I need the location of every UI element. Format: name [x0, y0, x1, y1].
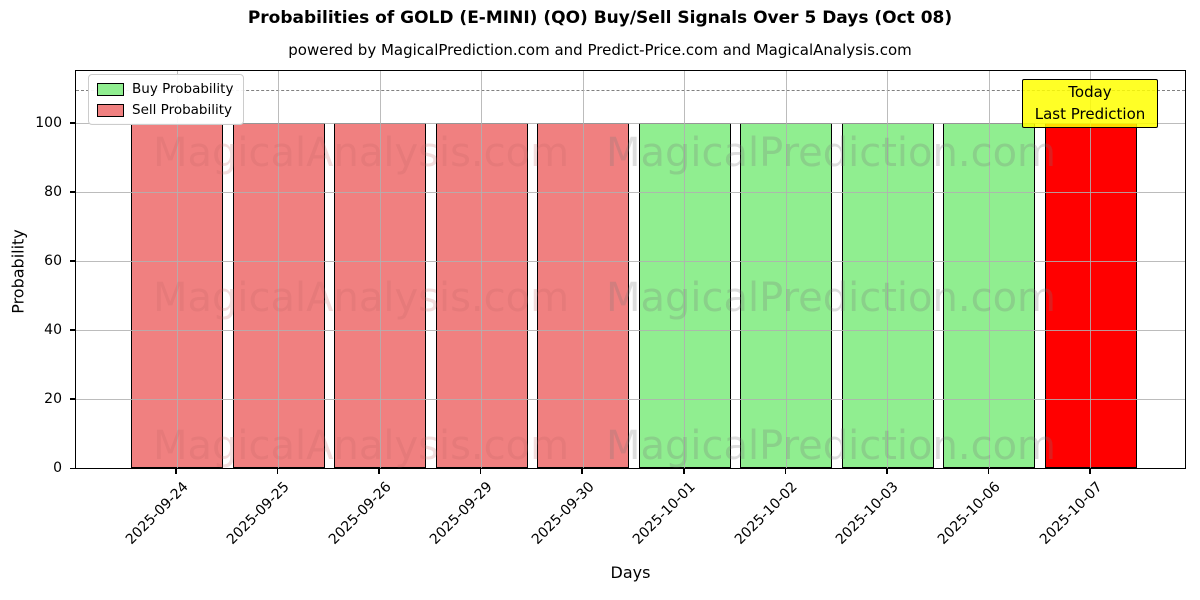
x-tick-mark	[987, 469, 990, 474]
legend-swatch	[97, 82, 124, 96]
x-gridline	[887, 71, 889, 468]
x-tick-label: 2025-10-06	[934, 479, 1004, 548]
y-gridline	[76, 192, 1185, 194]
y-tick-mark	[70, 260, 75, 262]
x-tick-label: 2025-09-29	[427, 479, 496, 548]
y-tick-mark	[70, 467, 75, 469]
y-gridline	[76, 330, 1185, 332]
x-tick-mark	[886, 469, 888, 474]
legend: Buy Probability Sell Probability	[88, 74, 245, 125]
y-tick-label: 100	[35, 114, 62, 131]
x-gridline	[1090, 71, 1092, 468]
annotation-line2: Last Prediction	[1034, 104, 1146, 123]
y-tick-label: 0	[53, 460, 62, 476]
legend-label: Buy Probability	[132, 81, 234, 97]
y-axis-label: Probability	[8, 229, 28, 314]
x-gridline	[684, 71, 686, 468]
y-tick-label: 80	[44, 183, 62, 200]
y-tick-mark	[70, 398, 75, 400]
y-tick-mark	[70, 191, 75, 193]
y-gridline	[76, 399, 1185, 401]
reference-dashed-line	[76, 90, 1185, 91]
y-tick-label: 20	[44, 390, 62, 407]
x-tick-mark	[276, 469, 279, 474]
x-tick-mark	[581, 469, 583, 474]
x-gridline	[785, 71, 787, 468]
x-tick-mark	[175, 469, 177, 474]
chart-subtitle: powered by MagicalPrediction.com and Pre…	[288, 41, 912, 59]
x-tick-mark	[683, 469, 685, 474]
x-tick-label: 2025-09-25	[224, 479, 293, 548]
x-tick-label: 2025-10-07	[1036, 479, 1106, 548]
x-gridline	[176, 71, 178, 468]
x-tick-mark	[479, 469, 482, 474]
x-tick-label: 2025-10-03	[833, 479, 903, 548]
x-tick-mark	[378, 469, 380, 474]
y-tick-mark	[70, 122, 75, 124]
legend-label: Sell Probability	[132, 102, 233, 118]
y-gridline	[76, 123, 1185, 125]
plot-area: MagicalAnalysis.com MagicalPrediction.com…	[75, 70, 1186, 469]
x-tick-label: 2025-10-02	[731, 479, 801, 548]
x-axis-label: Days	[610, 563, 651, 582]
x-tick-label: 2025-10-01	[630, 479, 700, 548]
today-annotation: Today Last Prediction	[1022, 79, 1158, 128]
y-tick-mark	[70, 329, 75, 331]
legend-item: Sell Probability	[97, 102, 233, 118]
x-gridline	[379, 71, 381, 468]
x-tick-label: 2025-09-26	[325, 479, 395, 548]
x-tick-mark	[1089, 469, 1091, 474]
x-gridline	[278, 71, 280, 468]
x-tick-mark	[784, 469, 787, 474]
x-gridline	[988, 71, 990, 468]
x-tick-label: 2025-09-24	[122, 479, 192, 548]
legend-item: Buy Probability	[97, 81, 233, 97]
x-gridline	[582, 71, 584, 468]
y-tick-label: 40	[44, 321, 62, 338]
legend-swatch	[97, 103, 124, 117]
x-tick-label: 2025-09-30	[528, 479, 598, 548]
y-gridline	[76, 261, 1185, 263]
y-tick-label: 60	[44, 252, 62, 269]
annotation-line1: Today	[1068, 82, 1112, 101]
x-gridline	[481, 71, 483, 468]
chart-title: Probabilities of GOLD (E-MINI) (QO) Buy/…	[247, 8, 953, 28]
